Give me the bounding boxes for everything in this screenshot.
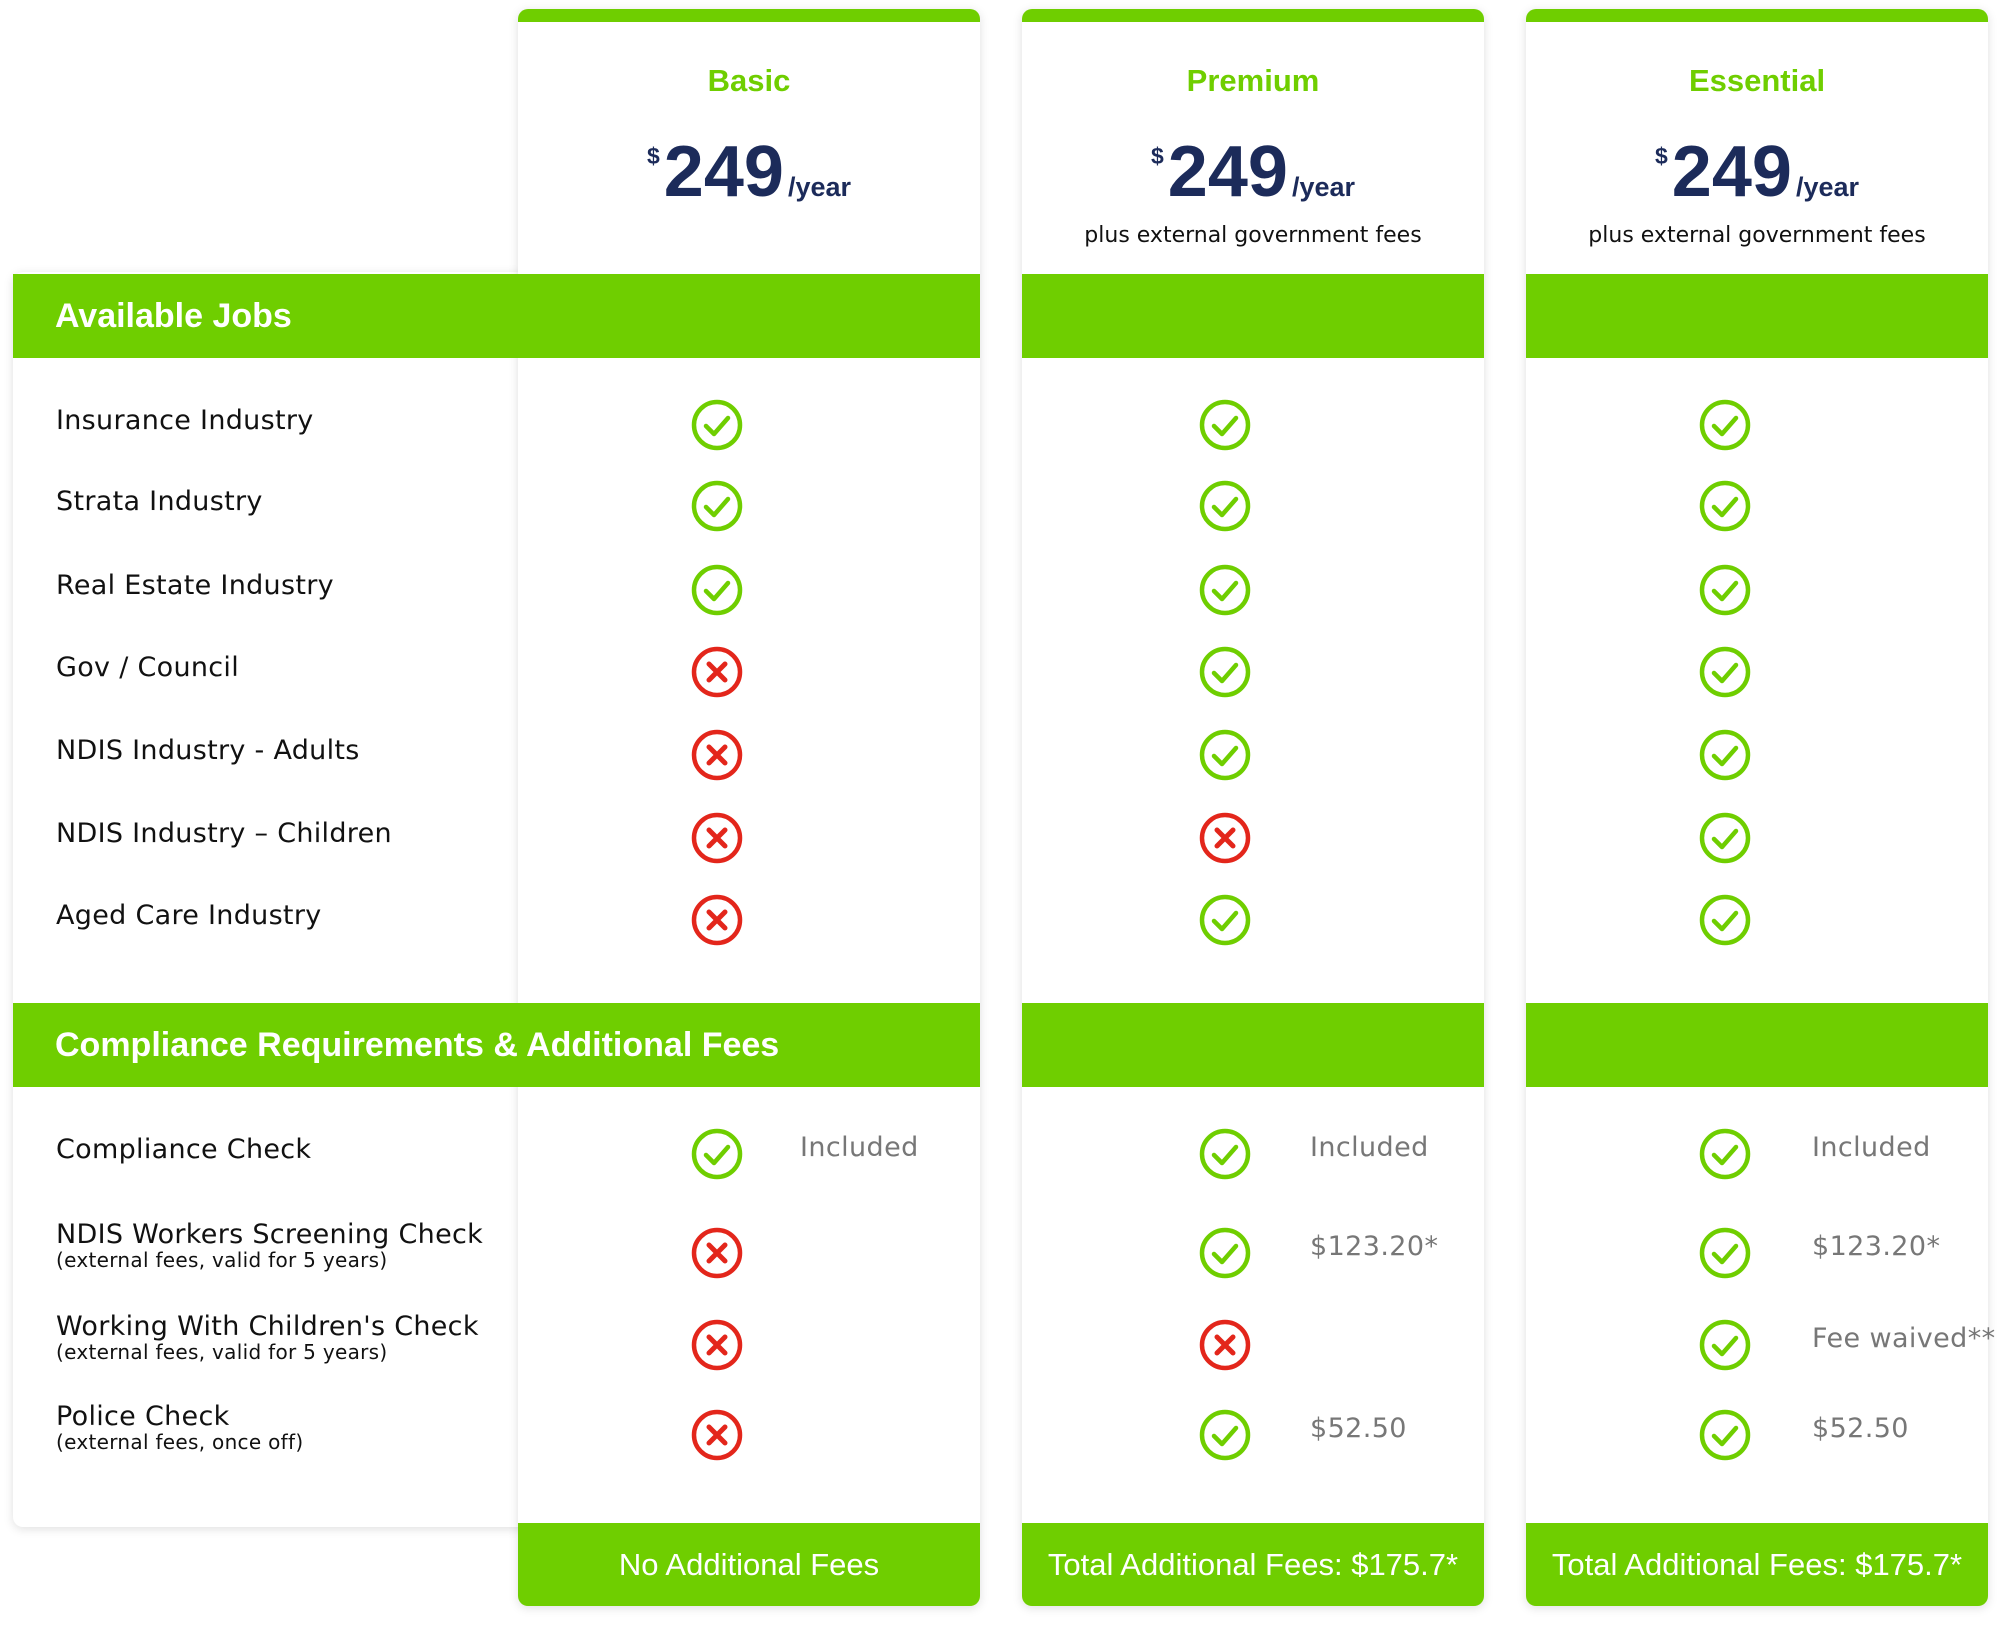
section-band-fill (1526, 274, 1988, 358)
section-title-compliance: Compliance Requirements & Additional Fee… (55, 1026, 780, 1064)
price-currency: $ (1655, 143, 1668, 169)
price-currency: $ (647, 143, 660, 169)
check-circle-icon (1199, 1409, 1251, 1461)
check-circle-icon (1199, 564, 1251, 616)
plan-top-bar (518, 9, 980, 22)
check-circle-icon (1699, 1319, 1751, 1371)
check-circle-icon (691, 480, 743, 532)
check-circle-icon (691, 564, 743, 616)
price-amount: 249 (1671, 132, 1792, 212)
check-circle-icon (691, 1128, 743, 1180)
cross-circle-icon (691, 1409, 743, 1461)
check-circle-icon (1699, 1128, 1751, 1180)
check-circle-icon (1199, 1128, 1251, 1180)
section-band-fill (1526, 1003, 1988, 1087)
price-note: plus external government fees (1588, 223, 1926, 248)
fee-value: $52.50 (1310, 1413, 1407, 1444)
check-circle-icon (1699, 646, 1751, 698)
section-band-compliance: Compliance Requirements & Additional Fee… (13, 1003, 980, 1087)
check-circle-icon (1699, 480, 1751, 532)
cross-circle-icon (691, 812, 743, 864)
cross-circle-icon (691, 1227, 743, 1279)
plan-price: $249/year (1022, 127, 1484, 217)
fee-value: Included (1310, 1132, 1429, 1163)
fee-value: $123.20* (1310, 1231, 1439, 1262)
job-row-label: Real Estate Industry (56, 570, 334, 601)
plan-footer-premium: Total Additional Fees: $175.7* (1022, 1523, 1484, 1606)
fee-value: $123.20* (1812, 1231, 1941, 1262)
compliance-row-title: NDIS Workers Screening Check (56, 1219, 484, 1250)
plan-footer-essential: Total Additional Fees: $175.7* (1526, 1523, 1988, 1606)
section-band-fill (1022, 274, 1484, 358)
check-circle-icon (1699, 399, 1751, 451)
compliance-row-note: (external fees, valid for 5 years) (56, 1340, 388, 1364)
price-amount: 249 (663, 132, 784, 212)
fee-value: Included (1812, 1132, 1931, 1163)
cross-circle-icon (691, 1319, 743, 1371)
check-circle-icon (1699, 1227, 1751, 1279)
price-period: /year (1291, 172, 1355, 202)
compliance-row-label: NDIS Workers Screening Check (external fe… (56, 1219, 483, 1272)
compliance-row-title: Compliance Check (56, 1134, 312, 1165)
compliance-row-label: Compliance Check (56, 1134, 311, 1165)
price-period: /year (787, 172, 851, 202)
fee-value: Included (800, 1132, 919, 1163)
section-band-fill (1022, 1003, 1484, 1087)
check-circle-icon (1199, 894, 1251, 946)
compliance-row-title: Working With Children's Check (56, 1311, 479, 1342)
fee-value: Fee waived** (1812, 1323, 1996, 1354)
compliance-row-title: Police Check (56, 1401, 230, 1432)
job-row-label: Gov / Council (56, 652, 240, 683)
job-row-label: Aged Care Industry (56, 900, 322, 931)
compliance-row-label: Police Check (external fees, once off) (56, 1401, 303, 1454)
plan-top-bar (1022, 9, 1484, 22)
check-circle-icon (1199, 729, 1251, 781)
cross-circle-icon (1199, 1319, 1251, 1371)
plan-name: Essential (1688, 63, 1826, 98)
price-period: /year (1795, 172, 1859, 202)
job-row-label: NDIS Industry - Adults (56, 735, 360, 766)
plan-price: $249/year (1526, 127, 1988, 217)
check-circle-icon (1699, 812, 1751, 864)
check-circle-icon (1699, 894, 1751, 946)
plan-column-premium: Premium $249/year plus external governme… (1022, 9, 1484, 1606)
plan-top-bar (1526, 9, 1988, 22)
cross-circle-icon (1199, 812, 1251, 864)
cross-circle-icon (691, 894, 743, 946)
check-circle-icon (1199, 480, 1251, 532)
job-row-label: Strata Industry (56, 486, 263, 517)
check-circle-icon (1699, 1409, 1751, 1461)
price-note: plus external government fees (1084, 223, 1422, 248)
section-title-available-jobs: Available Jobs (55, 297, 292, 335)
plan-column-basic: Basic $249/year (518, 9, 980, 1606)
compliance-row-note: (external fees, once off) (56, 1430, 304, 1454)
compliance-row-label: Working With Children's Check (external f… (56, 1311, 479, 1364)
plan-column-essential: Essential $249/year plus external govern… (1526, 9, 1988, 1606)
fee-value: $52.50 (1812, 1413, 1909, 1444)
cross-circle-icon (691, 729, 743, 781)
features-card (13, 272, 553, 1527)
job-row-label: NDIS Industry – Children (56, 818, 392, 849)
plan-name: Premium (1186, 63, 1320, 98)
check-circle-icon (1699, 564, 1751, 616)
check-circle-icon (691, 399, 743, 451)
check-circle-icon (1199, 1227, 1251, 1279)
job-row-label: Insurance Industry (56, 405, 314, 436)
plan-footer-basic: No Additional Fees (518, 1523, 980, 1606)
check-circle-icon (1199, 646, 1251, 698)
price-currency: $ (1151, 143, 1164, 169)
plan-name: Basic (707, 63, 791, 98)
check-circle-icon (1199, 399, 1251, 451)
cross-circle-icon (691, 646, 743, 698)
plan-price: $249/year (518, 127, 980, 217)
price-amount: 249 (1167, 132, 1288, 212)
compliance-row-note: (external fees, valid for 5 years) (56, 1248, 388, 1272)
check-circle-icon (1699, 729, 1751, 781)
section-band-available-jobs: Available Jobs (13, 274, 980, 358)
